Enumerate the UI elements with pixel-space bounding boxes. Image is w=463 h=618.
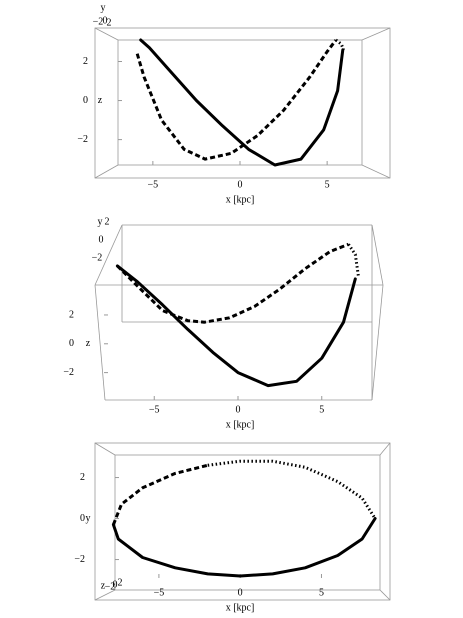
orbit-line xyxy=(116,242,350,324)
x-tick-label: 0 xyxy=(236,404,241,415)
y-tick-label: 2 xyxy=(69,309,74,320)
depth-axis-label: y xyxy=(101,2,106,13)
x-tick-label: 5 xyxy=(325,179,330,190)
depth-tick-label: 2 xyxy=(107,17,112,28)
x-axis-label: x [kpc] xyxy=(226,602,255,613)
depth-tick-label: 0 xyxy=(113,579,118,590)
depth-axis-label: z xyxy=(101,580,106,591)
x-tick-label: −5 xyxy=(154,587,165,598)
orbit-line xyxy=(207,459,377,520)
depth-tick-label: 0 xyxy=(103,15,108,26)
y-axis-label: z xyxy=(98,95,103,106)
box-1 xyxy=(94,27,391,179)
x-tick-label: −5 xyxy=(148,179,159,190)
depth-tick-label: −2 xyxy=(93,16,104,27)
x-tick-label: 0 xyxy=(238,587,243,598)
y-tick-label: 2 xyxy=(80,472,85,483)
x-tick-label: −5 xyxy=(149,404,160,415)
y-tick-label: −2 xyxy=(63,367,74,378)
depth-tick-label: −2 xyxy=(92,252,103,263)
y-tick-label: −2 xyxy=(77,134,88,145)
depth-tick-label: 2 xyxy=(105,216,110,227)
depth-axis-label: y xyxy=(98,216,103,227)
x-axis-label: x [kpc] xyxy=(226,419,255,430)
x-tick-label: 5 xyxy=(319,587,324,598)
y-tick-label: 0 xyxy=(69,338,74,349)
x-tick-label: 5 xyxy=(319,404,324,415)
x-tick-label: 0 xyxy=(238,179,243,190)
depth-tick-label: 0 xyxy=(99,234,104,245)
x-axis-label: x [kpc] xyxy=(226,194,255,205)
orbit-line xyxy=(111,517,377,578)
depth-tick-label: −2 xyxy=(105,581,116,592)
orbit-line xyxy=(115,264,357,388)
orbit-line xyxy=(139,38,345,167)
y-axis-label: z xyxy=(86,338,91,349)
depth-tick-label: 2 xyxy=(118,577,123,588)
y-axis-label: y xyxy=(86,513,91,524)
y-tick-label: 2 xyxy=(83,56,88,67)
y-tick-label: −2 xyxy=(74,554,85,565)
orbit-line xyxy=(135,39,338,161)
y-tick-label: 0 xyxy=(80,513,85,524)
y-tick-label: 0 xyxy=(83,95,88,106)
orbit-line xyxy=(112,463,209,526)
orbit-line xyxy=(347,243,361,278)
